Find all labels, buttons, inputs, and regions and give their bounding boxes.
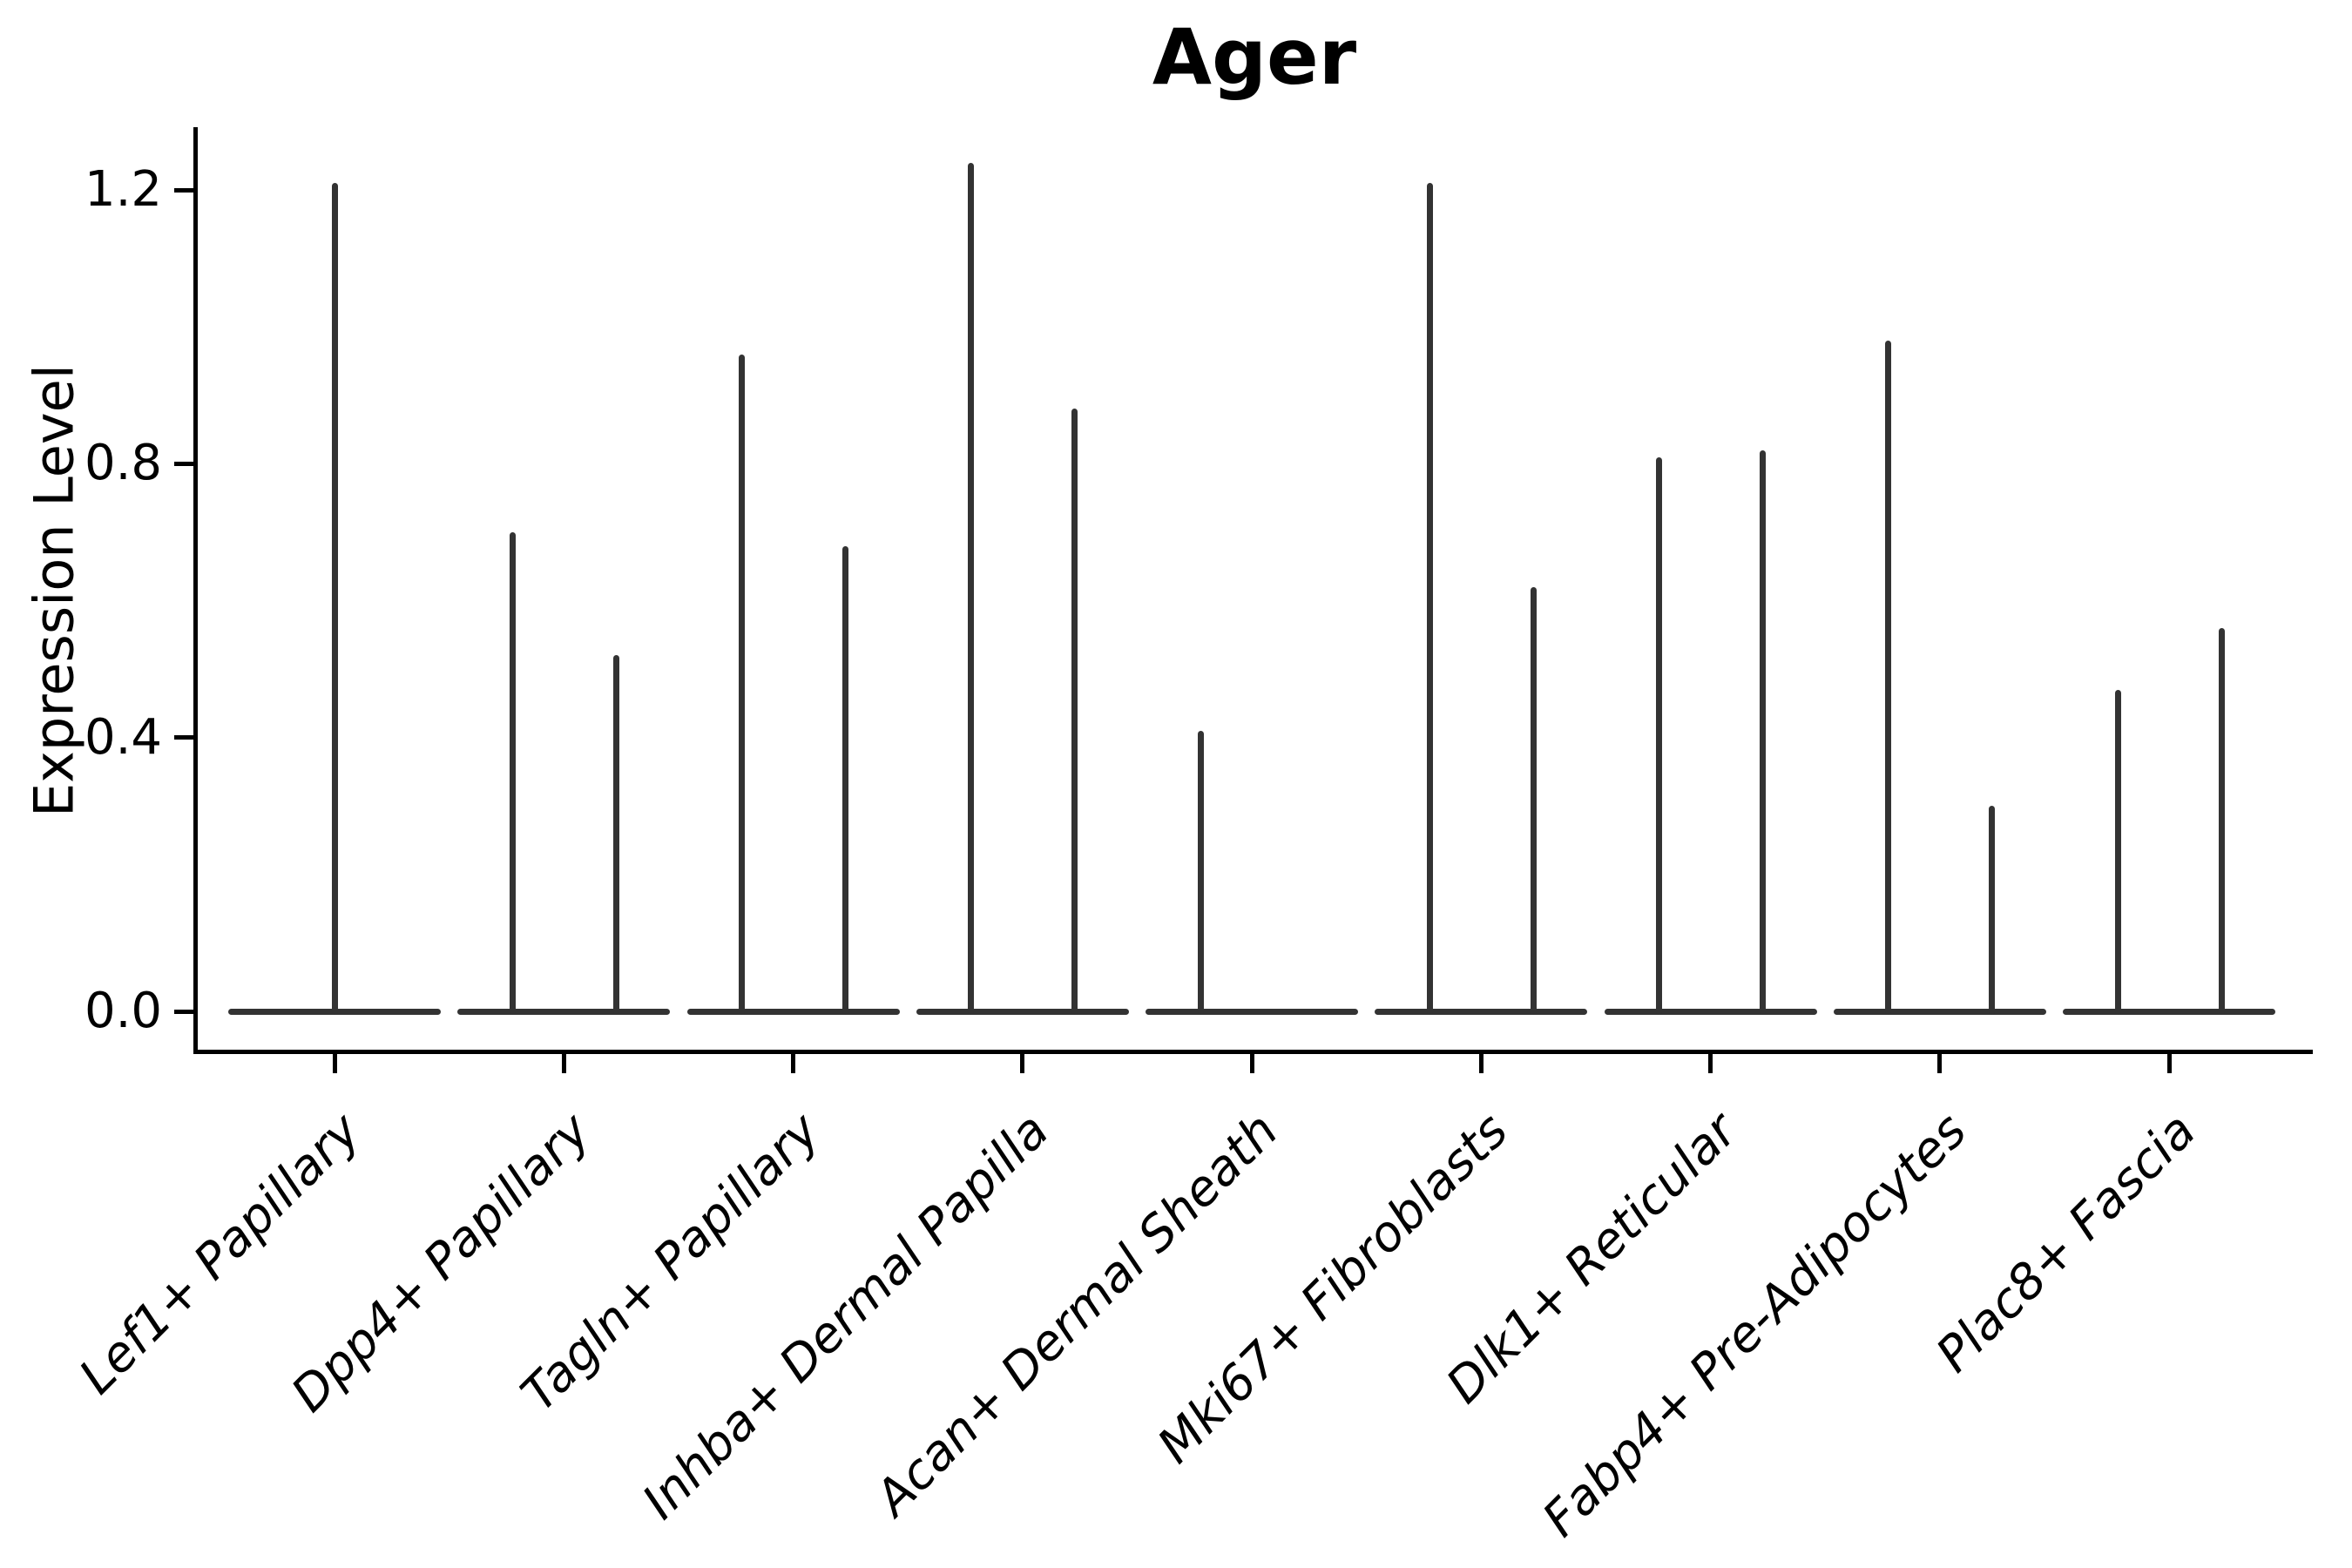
x-tick-mark (1937, 1054, 1943, 1073)
y-tick-mark (174, 461, 193, 466)
x-tick-mark (561, 1054, 566, 1073)
violin-density-spike (1885, 340, 1892, 1015)
y-axis-spine (193, 127, 198, 1054)
violin-base (1146, 1008, 1358, 1015)
violin-density-spike (1071, 409, 1078, 1015)
y-tick-mark (174, 735, 193, 740)
violin-base (1604, 1008, 1817, 1015)
y-tick-label: 0.8 (84, 435, 162, 492)
violin-base (916, 1008, 1129, 1015)
violin-density-spike (739, 354, 745, 1015)
violin-density-spike (1530, 586, 1537, 1015)
x-tick-label: Acan+ Dermal Sheath (864, 1102, 1289, 1527)
x-tick-mark (1249, 1054, 1254, 1073)
violin-base (1375, 1008, 1588, 1015)
x-axis-spine (193, 1050, 2313, 1054)
x-tick-mark (332, 1054, 337, 1073)
chart-title: Ager (1152, 12, 1357, 102)
violin-density-spike (1656, 456, 1662, 1015)
violin-density-spike (842, 545, 848, 1015)
y-tick-mark (174, 187, 193, 193)
violin-base (457, 1008, 671, 1015)
violin-density-spike (2114, 689, 2121, 1015)
x-tick-mark (1020, 1054, 1025, 1073)
violin-density-spike (1760, 449, 1766, 1015)
violin-density-spike (509, 531, 516, 1015)
violin-density-spike (1989, 806, 1996, 1015)
violin-density-spike (2218, 627, 2225, 1015)
y-tick-label: 0.0 (84, 983, 162, 1039)
x-tick-label: Inhba+ Dermal Papilla (632, 1102, 1060, 1531)
violin-density-spike (968, 162, 975, 1015)
violin-density-spike (331, 183, 338, 1015)
violin-density-spike (612, 655, 619, 1015)
y-tick-label: 0.4 (84, 708, 162, 766)
x-tick-mark (1708, 1054, 1713, 1073)
violin-base (686, 1008, 900, 1015)
violin-density-spike (1426, 183, 1433, 1015)
x-tick-mark (2166, 1054, 2172, 1073)
x-tick-mark (1478, 1054, 1484, 1073)
violin-density-spike (1197, 730, 1204, 1015)
y-tick-mark (174, 1009, 193, 1014)
violin-base (2063, 1008, 2275, 1015)
violin-base (1833, 1008, 2046, 1015)
x-tick-label: Fabp4+ Pre-Adipocytes (1531, 1102, 1977, 1548)
y-tick-label: 1.2 (84, 161, 162, 219)
x-tick-mark (791, 1054, 795, 1073)
